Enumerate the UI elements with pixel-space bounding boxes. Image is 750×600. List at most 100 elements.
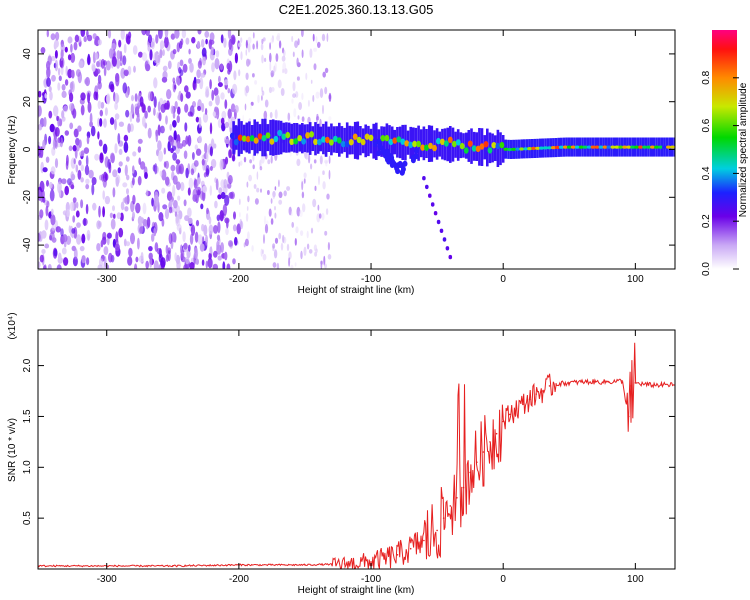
spectrogram-cell <box>213 143 217 149</box>
spectrogram-cell <box>222 203 228 216</box>
spectrogram-cell <box>270 198 273 204</box>
spectrogram-cell <box>102 231 107 241</box>
spectrogram-cell <box>252 154 255 162</box>
spectrogram-cell <box>322 104 324 115</box>
spectrogram-cell <box>278 40 282 49</box>
spectrogram-cell <box>64 185 69 196</box>
spectrogram-cell <box>319 155 323 165</box>
spectrogram-cell <box>64 79 69 86</box>
spectrogram-cell <box>368 134 374 141</box>
spectrogram-cell <box>288 206 292 216</box>
spectrogram-cell <box>325 160 328 167</box>
spectrogram-cell <box>433 130 436 158</box>
spectrogram-cell <box>493 135 497 161</box>
spectrogram-cell <box>195 148 202 156</box>
spectrogram-cell <box>181 30 187 39</box>
spectrogram-cell <box>58 186 62 198</box>
spectrogram-cell <box>254 80 258 85</box>
spectrogram-cell <box>200 72 206 78</box>
spectrogram-cell <box>170 33 176 40</box>
spectrogram-cell <box>428 142 433 150</box>
spectrogram-cell <box>312 33 315 42</box>
spectrogram-cell <box>145 30 150 36</box>
spectrogram-cell <box>70 43 73 53</box>
spectrogram-cell <box>316 123 320 154</box>
spectrogram-cell <box>183 150 188 159</box>
spectrogram-cell <box>252 164 255 170</box>
spectrogram-cell <box>301 123 304 154</box>
spectrogram-cell <box>134 93 138 102</box>
spectrogram-cell <box>169 199 173 206</box>
spectrogram-cell <box>83 147 90 155</box>
spectrogram-cell <box>324 230 328 236</box>
spectrogram-cell <box>212 111 216 117</box>
spectrogram-cell <box>107 158 111 170</box>
spectrogram-cell <box>187 111 193 117</box>
spectrogram-cell <box>209 246 213 254</box>
spectrogram-cell <box>380 126 383 157</box>
spectrogram-cell <box>503 147 509 151</box>
spectrogram-cell <box>173 130 177 141</box>
spectrogram-cell <box>246 206 249 211</box>
spectrogram-cell <box>310 163 313 170</box>
snr-axes: -300 -200 -100 0 100 0.5 1.0 1.5 2.0 <box>22 330 675 585</box>
spectrogram-cell <box>154 194 159 207</box>
spectrogram-cell <box>170 164 176 172</box>
spectrogram-cell <box>246 181 249 188</box>
spectrogram-cell <box>422 126 426 161</box>
spectrogram-cell <box>51 237 57 243</box>
spectrogram-cell <box>582 145 588 149</box>
spectrogram-cell <box>420 144 425 151</box>
spectrogram-cell <box>281 55 286 62</box>
spectrogram-cell <box>618 145 624 149</box>
spectrogram-cell <box>67 54 72 61</box>
spectrogram-cell <box>72 215 76 223</box>
spectrogram-cell <box>190 168 195 176</box>
spectrogram-cell <box>98 258 104 267</box>
spectrogram-cell <box>297 115 300 120</box>
spectrogram-cell <box>57 82 61 91</box>
snr-frame <box>37 329 676 570</box>
spectrogram-cell <box>233 139 239 146</box>
spectrogram-cell <box>125 241 131 247</box>
spectrogram-cell <box>53 105 59 117</box>
spectrogram-cell <box>271 87 275 92</box>
spectrogram-cell <box>64 130 70 136</box>
spectrogram-cell <box>247 43 251 53</box>
spectrogram-cell <box>333 135 338 143</box>
spectrogram-cell <box>224 194 230 206</box>
spectrogram-cell <box>70 52 76 64</box>
spectrogram-cell <box>173 199 178 209</box>
spectrogram-cell <box>318 213 322 219</box>
spectrogram-cell <box>98 205 101 218</box>
spectrogram-cell <box>104 173 109 181</box>
spectrogram-cell <box>208 216 212 225</box>
spectrogram-cell <box>95 68 101 75</box>
spectrogram-cell <box>322 170 325 175</box>
spectrogram-cell <box>174 101 178 109</box>
snr-series-group <box>38 342 675 569</box>
spectrogram-cell <box>234 52 238 64</box>
spectrogram-cell <box>135 202 141 214</box>
spectrogram-cell <box>444 140 449 147</box>
spectrogram-cell <box>315 36 318 44</box>
spectrogram-cell <box>44 219 49 231</box>
spectrogram-cell <box>162 65 168 72</box>
spectrogram-cell <box>642 145 647 149</box>
colorbar-gradient <box>712 30 737 269</box>
spectrogram-cell <box>539 146 544 150</box>
snr-point <box>489 441 491 443</box>
spectrogram-cell <box>68 145 73 152</box>
spectrogram-cell <box>326 33 329 42</box>
spectrogram-cell <box>71 245 76 252</box>
spectrogram-cell <box>312 198 317 208</box>
spectrogram-cell <box>197 60 202 69</box>
spectrogram-cell <box>148 246 153 252</box>
spectrogram-cell <box>86 257 90 266</box>
spectrogram-cell <box>282 47 285 54</box>
spectrogram-cell <box>277 120 280 155</box>
spectrogram-cell <box>214 58 220 70</box>
spectrogram-cell <box>384 134 390 142</box>
spectrogram-cell <box>118 39 122 48</box>
spectrogram-cell <box>135 256 139 263</box>
